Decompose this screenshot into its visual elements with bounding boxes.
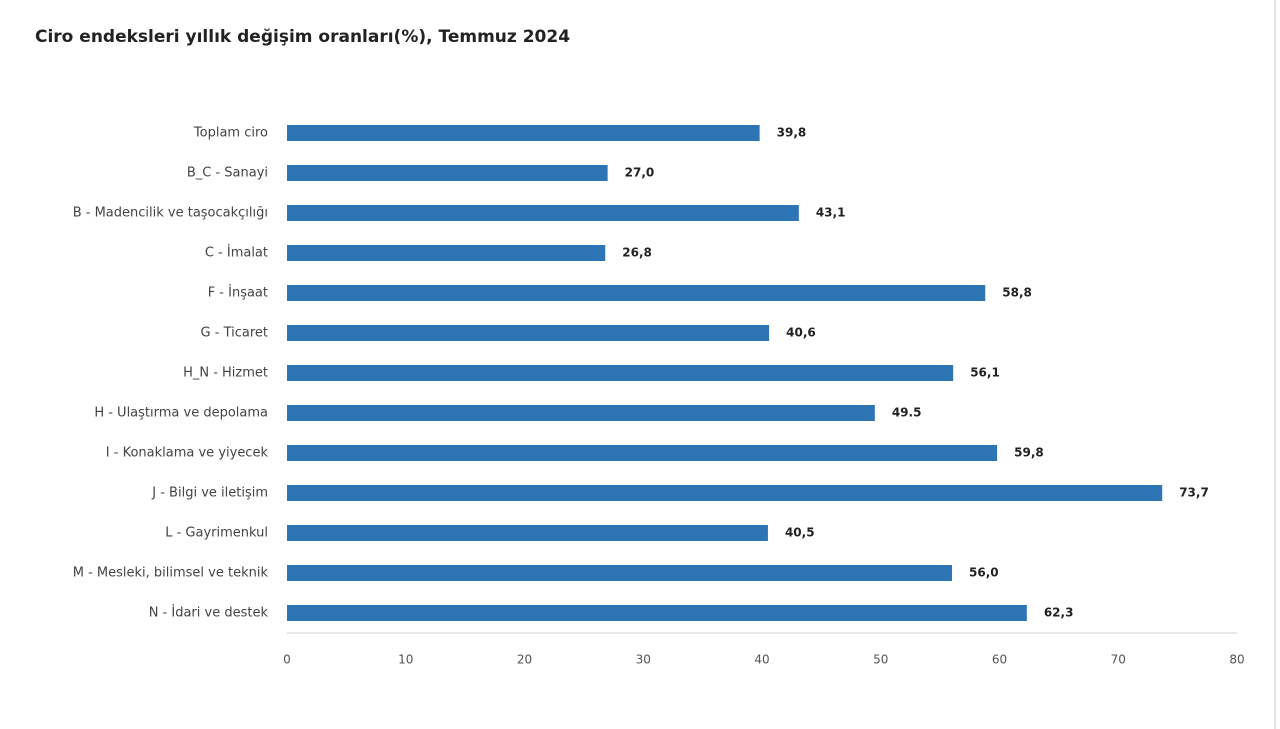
category-label: B_C - Sanayi <box>187 166 268 181</box>
category-label: Toplam ciro <box>193 126 268 141</box>
chart-title: Ciro endeksleri yıllık değişim oranları(… <box>35 27 570 47</box>
category-label: L - Gayrimenkul <box>165 526 268 541</box>
bar <box>287 565 952 581</box>
x-tick-label: 70 <box>1111 653 1126 667</box>
category-label: H - Ulaştırma ve depolama <box>94 406 268 421</box>
value-label: 40,5 <box>785 526 815 540</box>
x-tick-label: 10 <box>398 653 413 667</box>
value-label: 56,0 <box>969 566 999 580</box>
value-label: 62,3 <box>1044 606 1074 620</box>
x-tick-label: 40 <box>754 653 769 667</box>
category-label: M - Mesleki, bilimsel ve teknik <box>73 566 269 581</box>
bar <box>287 525 768 541</box>
value-label: 56,1 <box>970 366 1000 380</box>
x-tick-label: 60 <box>992 653 1007 667</box>
x-tick-label: 20 <box>517 653 532 667</box>
bar <box>287 325 770 341</box>
bar <box>287 445 998 461</box>
x-tick-label: 0 <box>283 653 291 667</box>
bar <box>287 485 1163 501</box>
value-label: 58,8 <box>1002 286 1032 300</box>
value-label: 59,8 <box>1014 446 1044 460</box>
x-tick-label: 30 <box>636 653 651 667</box>
bar <box>287 605 1027 621</box>
x-tick-label: 80 <box>1229 653 1244 667</box>
category-label: J - Bilgi ve iletişim <box>151 486 268 501</box>
category-label: B - Madencilik ve taşocakçılığı <box>73 206 268 221</box>
bar <box>287 245 606 261</box>
category-label: F - İnşaat <box>208 285 268 301</box>
bar <box>287 165 608 181</box>
value-label: 26,8 <box>622 246 652 260</box>
category-label: N - İdari ve destek <box>149 605 269 621</box>
category-label: H_N - Hizmet <box>183 366 268 381</box>
category-label: C - İmalat <box>205 245 268 261</box>
category-label: G - Ticaret <box>201 326 268 341</box>
value-label: 73,7 <box>1179 486 1209 500</box>
bar <box>287 205 799 221</box>
bar <box>287 125 760 141</box>
category-label: I - Konaklama ve yiyecek <box>106 446 269 461</box>
value-label: 49.5 <box>892 406 922 420</box>
bar <box>287 365 954 381</box>
bar <box>287 405 875 421</box>
value-label: 39,8 <box>777 126 807 140</box>
value-label: 40,6 <box>786 326 816 340</box>
value-label: 27,0 <box>625 166 655 180</box>
x-tick-label: 50 <box>873 653 888 667</box>
bar <box>287 285 986 301</box>
value-label: 43,1 <box>816 206 846 220</box>
